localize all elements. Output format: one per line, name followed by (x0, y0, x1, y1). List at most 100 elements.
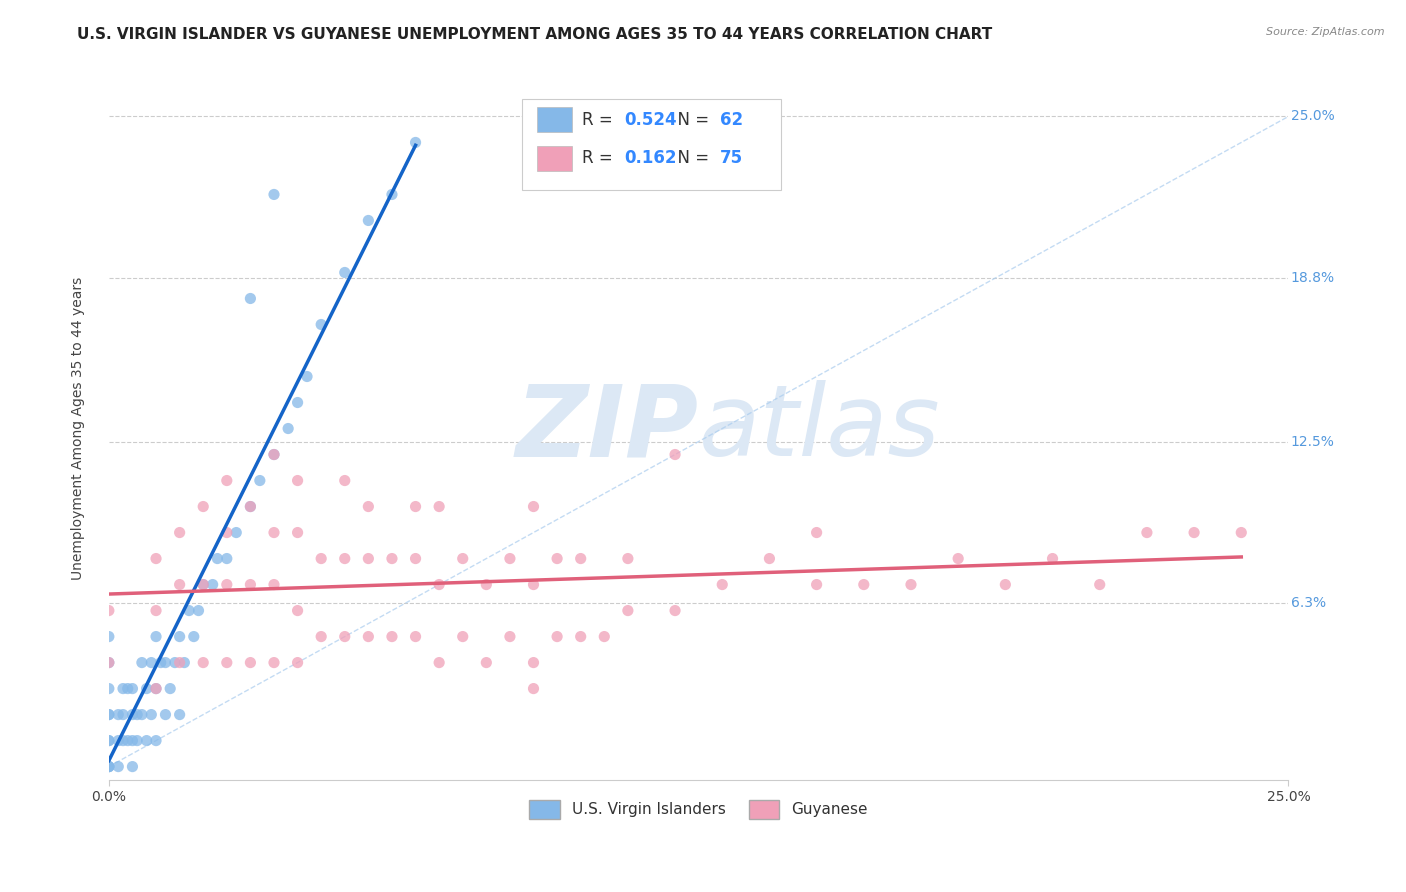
Point (141, 707, 163, 722)
Point (287, 395, 309, 409)
Point (405, 136, 427, 150)
Point (121, 681, 143, 696)
Point (1042, 551, 1064, 566)
Point (664, 603, 686, 617)
Text: U.S. VIRGIN ISLANDER VS GUYANESE UNEMPLOYMENT AMONG AGES 35 TO 44 YEARS CORRELAT: U.S. VIRGIN ISLANDER VS GUYANESE UNEMPLO… (77, 27, 993, 42)
Point (1182, 525, 1205, 540)
Point (522, 656, 544, 670)
Point (97, 759, 120, 773)
Bar (537, 107, 572, 132)
Point (193, 577, 215, 591)
Point (97, 759, 120, 773)
Point (127, 707, 149, 722)
Point (263, 448, 285, 462)
Point (475, 656, 498, 670)
Point (1088, 577, 1111, 591)
Point (141, 656, 163, 670)
Point (593, 630, 616, 644)
Point (111, 707, 134, 722)
Point (287, 656, 309, 670)
Y-axis label: Unemployment Among Ages 35 to 44 years: Unemployment Among Ages 35 to 44 years (72, 277, 86, 580)
Point (381, 187, 404, 202)
Point (169, 707, 191, 722)
Text: 0.524: 0.524 (624, 111, 676, 128)
Point (381, 630, 404, 644)
Text: 12.5%: 12.5% (1291, 434, 1334, 449)
Point (239, 292, 262, 306)
Point (852, 577, 875, 591)
Point (758, 551, 780, 566)
Point (1230, 525, 1253, 540)
Point (405, 630, 427, 644)
Point (97, 733, 120, 747)
Point (263, 656, 285, 670)
Point (97, 656, 120, 670)
Point (111, 733, 134, 747)
Text: 0.162: 0.162 (624, 149, 676, 167)
Point (277, 421, 299, 435)
Bar (537, 145, 572, 171)
Point (994, 577, 1017, 591)
Point (451, 551, 474, 566)
Point (97, 656, 120, 670)
Point (135, 681, 157, 696)
Point (117, 681, 139, 696)
Point (405, 551, 427, 566)
Point (333, 630, 356, 644)
Text: N =: N = (666, 149, 714, 167)
Point (131, 656, 153, 670)
Point (569, 551, 592, 566)
Point (131, 707, 153, 722)
Point (135, 733, 157, 747)
Point (617, 551, 640, 566)
Point (333, 265, 356, 279)
Point (155, 656, 177, 670)
Point (97, 603, 120, 617)
Point (169, 577, 191, 591)
Point (263, 577, 285, 591)
Point (145, 603, 167, 617)
Point (309, 630, 332, 644)
Text: N =: N = (666, 111, 714, 128)
Point (145, 681, 167, 696)
Point (900, 577, 922, 591)
Text: 75: 75 (720, 149, 742, 167)
Point (183, 630, 205, 644)
Point (97, 681, 120, 696)
Point (97, 733, 120, 747)
Point (381, 551, 404, 566)
Text: 18.8%: 18.8% (1291, 270, 1334, 285)
Point (163, 656, 186, 670)
Point (569, 630, 592, 644)
Point (215, 656, 238, 670)
Point (201, 577, 224, 591)
Point (357, 630, 380, 644)
Point (522, 681, 544, 696)
Point (263, 187, 285, 202)
Point (522, 577, 544, 591)
Point (333, 474, 356, 488)
Point (97, 630, 120, 644)
Text: ZIP: ZIP (516, 380, 699, 477)
Point (357, 551, 380, 566)
Point (263, 448, 285, 462)
Point (193, 577, 215, 591)
Point (239, 500, 262, 514)
Point (207, 551, 229, 566)
Point (215, 525, 238, 540)
Point (117, 733, 139, 747)
Point (169, 630, 191, 644)
Point (427, 577, 450, 591)
Point (169, 656, 191, 670)
Point (193, 656, 215, 670)
Point (155, 707, 177, 722)
Point (295, 369, 318, 384)
Point (121, 733, 143, 747)
Point (287, 474, 309, 488)
Point (121, 759, 143, 773)
Text: 62: 62 (720, 111, 742, 128)
Point (145, 630, 167, 644)
Point (309, 318, 332, 332)
Point (287, 603, 309, 617)
Point (546, 630, 568, 644)
